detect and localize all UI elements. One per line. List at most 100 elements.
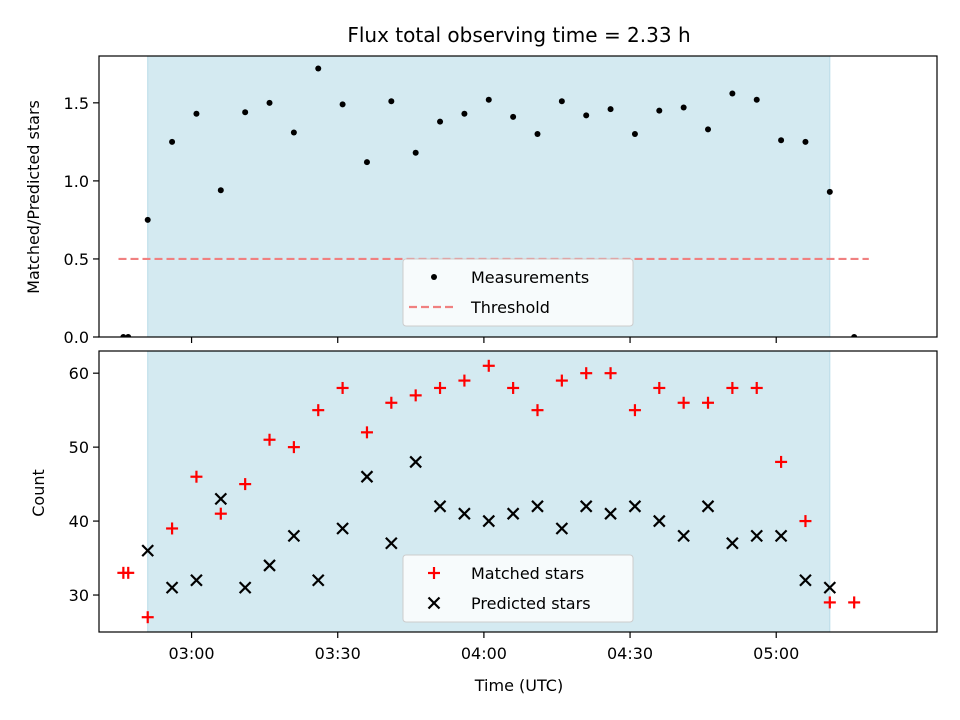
predicted-star-point: [726, 536, 739, 550]
matched-star-point: [409, 389, 422, 402]
measurement-point: [290, 129, 297, 136]
measurement-point: [680, 104, 687, 111]
measurement-point: [778, 137, 785, 144]
chart-title: Flux total observing time = 2.33 h: [347, 23, 690, 47]
measurement-point: [120, 334, 127, 337]
x-tick-label: 05:00: [753, 644, 799, 663]
legend-label: Matched stars: [471, 564, 584, 583]
y-tick-label: 1.5: [64, 94, 89, 113]
matched-star-point: [823, 596, 836, 609]
measurement-point: [802, 138, 809, 145]
predicted-star-point: [701, 500, 715, 513]
predicted-star-point: [385, 536, 398, 550]
measurement-point: [826, 188, 833, 195]
x-tick-label: 04:30: [607, 644, 653, 663]
measurement-point: [125, 334, 132, 337]
measurement-point: [388, 98, 395, 105]
measurement-point: [729, 90, 736, 97]
measurement-point: [534, 131, 541, 138]
predicted-star-point: [506, 507, 520, 520]
measurement-point: [169, 138, 176, 145]
matched-star-point: [287, 441, 300, 454]
predicted-star-point: [360, 470, 374, 483]
predicted-star-point: [799, 573, 812, 587]
y-axis-label-bottom: Count: [29, 469, 48, 517]
predicted-star-point: [287, 529, 301, 543]
measurement-point: [705, 126, 712, 133]
measurement-point: [607, 106, 614, 113]
matched-star-point: [166, 522, 179, 535]
plot-frame: [98, 55, 938, 338]
x-tick-label: 03:30: [315, 644, 361, 663]
predicted-star-point: [433, 500, 447, 513]
measurement-point: [315, 65, 322, 72]
matched-star-point: [190, 470, 203, 483]
matched-star-point: [726, 381, 739, 394]
predicted-star-point: [165, 581, 179, 594]
measurement-point: [193, 110, 200, 117]
matched-star-point: [482, 359, 495, 372]
predicted-star-point: [458, 507, 471, 520]
predicted-star-point: [141, 544, 154, 557]
y-tick-label: 0.5: [64, 250, 89, 269]
predicted-star-point: [531, 500, 544, 513]
predicted-star-point: [214, 492, 228, 506]
predicted-star-point: [750, 529, 764, 543]
matched-star-point: [360, 426, 373, 439]
measurement-point: [510, 113, 517, 120]
measurement-point: [412, 149, 419, 156]
predicted-star-point: [311, 573, 325, 587]
measurement-point: [339, 101, 346, 108]
y-tick-label: 0.0: [64, 328, 89, 347]
matched-star-point: [312, 404, 325, 417]
matched-star-point: [604, 367, 617, 380]
legend-marker-measurements: [431, 274, 437, 280]
predicted-star-point: [628, 500, 642, 513]
measurement-point: [437, 118, 444, 125]
predicted-star-point: [336, 522, 349, 535]
measurement-point: [266, 99, 273, 106]
predicted-star-point: [263, 559, 276, 572]
legend: Measurements Threshold: [402, 258, 634, 327]
matched-star-point: [458, 374, 471, 387]
y-tick-label: 1.0: [64, 172, 89, 191]
measurement-point: [485, 96, 492, 103]
measurement-point: [461, 110, 468, 117]
x-tick-label: 04:00: [461, 644, 507, 663]
measurement-point: [144, 216, 151, 223]
y-tick-label: 40: [69, 512, 89, 531]
predicted-star-point: [774, 529, 788, 543]
measurement-point: [242, 109, 249, 116]
matched-star-point: [434, 381, 447, 394]
predicted-star-point: [190, 573, 203, 587]
y-tick-label: 60: [69, 364, 89, 383]
predicted-star-point: [823, 581, 837, 594]
legend-label: Threshold: [470, 298, 550, 317]
predicted-star-point: [604, 507, 617, 520]
matched-star-point: [799, 515, 812, 528]
measurement-point: [631, 131, 638, 138]
predicted-star-point: [482, 514, 496, 528]
predicted-star-point: [409, 455, 422, 469]
measurement-point: [558, 98, 565, 105]
matched-star-point: [336, 381, 349, 394]
y-tick-label: 30: [69, 586, 89, 605]
measurement-point: [363, 159, 370, 166]
matched-star-point: [141, 611, 154, 624]
x-axis-label: Time (UTC): [474, 676, 563, 695]
measurement-point: [583, 112, 590, 119]
predicted-star-point: [238, 581, 252, 594]
top-plot: 0.0 0.5 1.0 1.5 Measurements Threshold: [64, 55, 938, 347]
legend-label: Predicted stars: [471, 594, 591, 613]
matched-star-point: [122, 566, 135, 579]
matched-star-point: [531, 404, 544, 417]
measurement-point: [656, 107, 663, 114]
y-tick-label: 50: [69, 438, 89, 457]
bottom-plot: 30 40 50 60 03:00 03:30 04:00 04:30 05:00 Matched…: [69, 350, 938, 663]
legend-box: [402, 258, 634, 327]
measurement-point: [217, 187, 224, 194]
legend-box: [402, 554, 634, 623]
measurement-point: [851, 334, 858, 337]
legend-marker-predicted: [427, 596, 441, 610]
predicted-star-point: [653, 514, 666, 528]
